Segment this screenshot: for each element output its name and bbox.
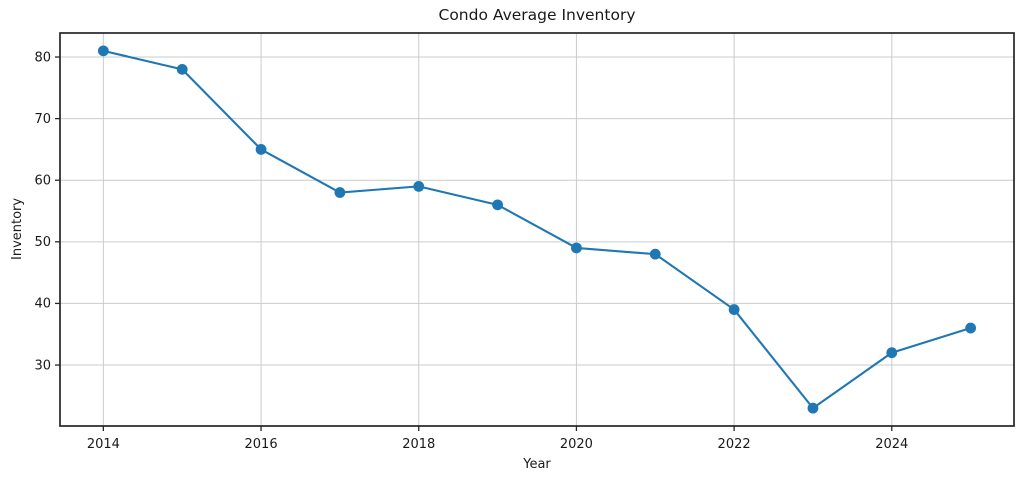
data-point (571, 242, 582, 254)
x-tick-label: 2014 (87, 437, 120, 452)
data-point (649, 248, 661, 260)
data-point (413, 180, 425, 192)
axes-frame (59, 32, 1015, 427)
data-point (807, 402, 819, 414)
y-tick-label: 30 (34, 358, 51, 373)
inventory-series-line (102, 49, 972, 410)
x-tick-label: 2016 (245, 437, 278, 452)
chart-title: Condo Average Inventory (438, 6, 636, 24)
y-tick-label: 80 (34, 50, 51, 65)
data-point (255, 144, 267, 155)
y-tick-label: 50 (34, 235, 51, 250)
y-tick-label: 40 (34, 297, 51, 312)
x-tick-label: 2018 (402, 437, 435, 452)
x-tick-label: 2020 (560, 437, 593, 452)
x-tick-label: 2022 (718, 437, 751, 452)
y-tick-label: 60 (34, 174, 51, 189)
data-point (97, 45, 109, 57)
x-tick-label: 2024 (875, 437, 908, 452)
y-tick-label: 70 (34, 112, 51, 127)
data-point (176, 63, 188, 75)
x-axis-label: Year (523, 457, 551, 472)
data-point (334, 187, 346, 198)
data-point (965, 322, 977, 334)
data-point (728, 304, 740, 315)
data-point (886, 347, 898, 359)
data-point (492, 199, 503, 211)
